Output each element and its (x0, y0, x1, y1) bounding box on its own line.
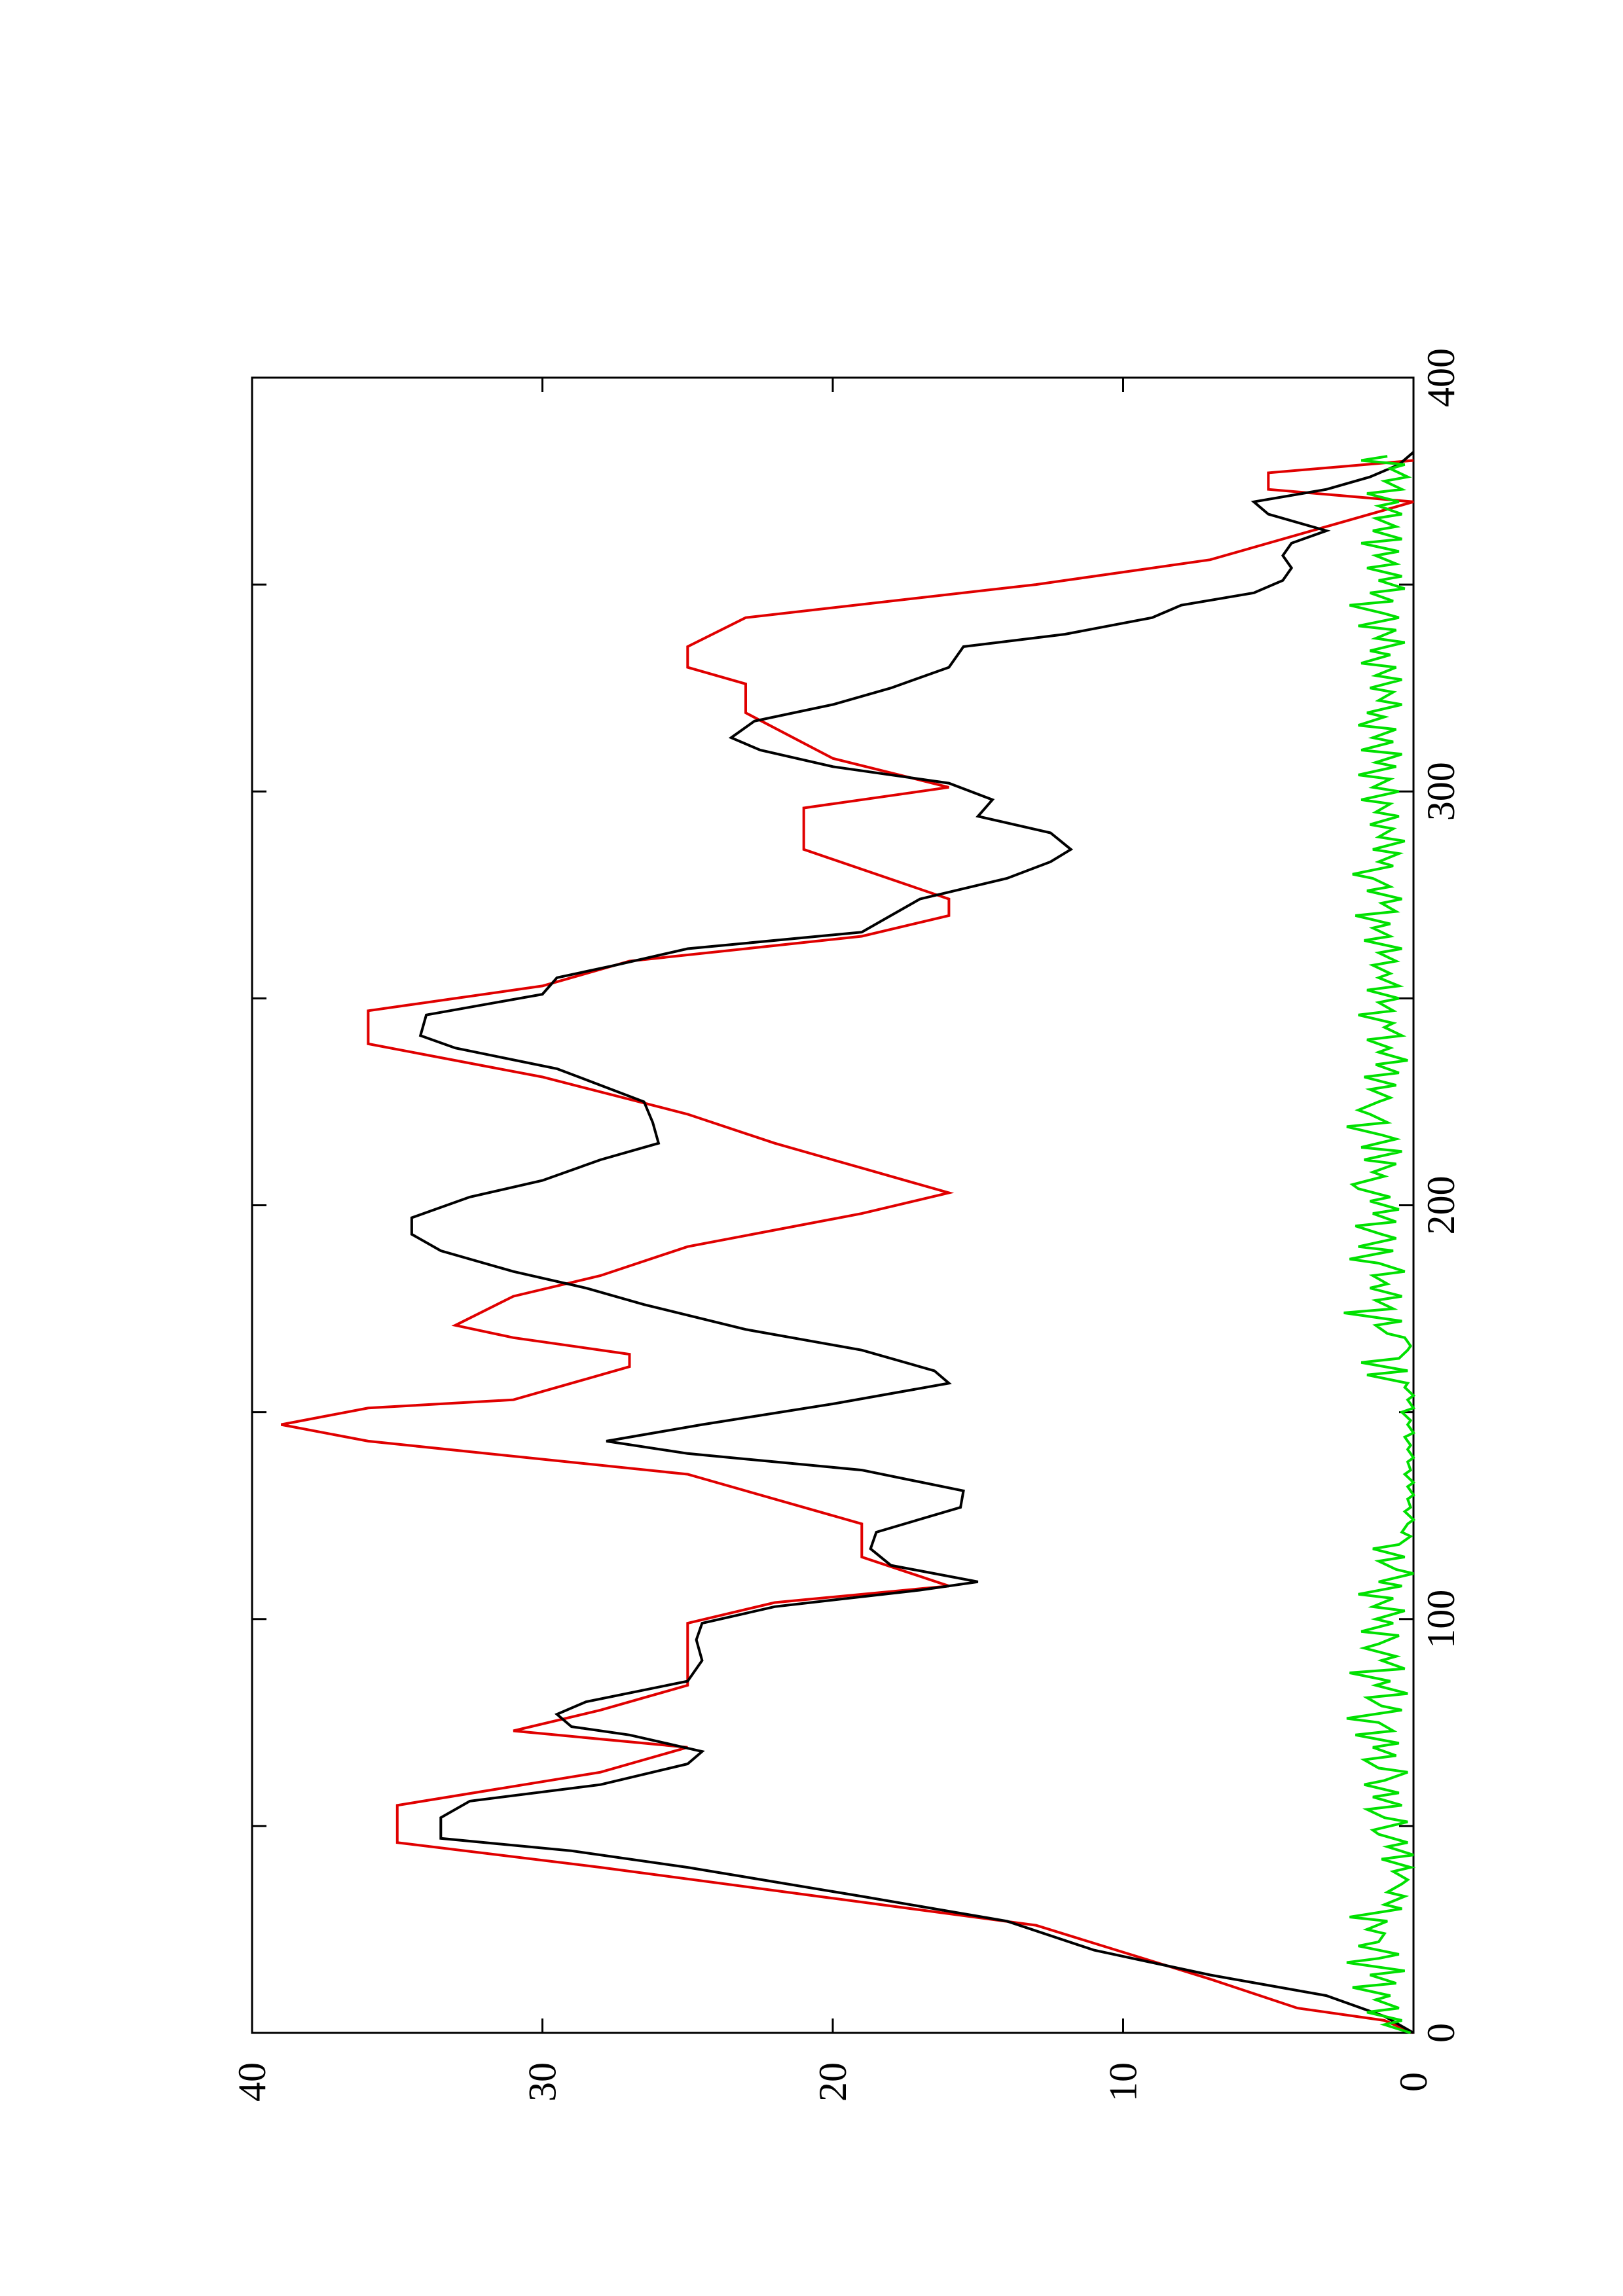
y-tick-label: 30 (521, 2062, 564, 2102)
x-tick-label: 100 (1419, 1590, 1463, 1649)
series-line-0 (281, 459, 1414, 2034)
x-tick-label: 400 (1419, 348, 1463, 407)
series-layer (281, 451, 1416, 2034)
y-tick-label: 20 (811, 2062, 854, 2102)
plot-frame (251, 376, 1415, 2034)
x-tick-label: 200 (1419, 1176, 1463, 1235)
y-tick-label: 10 (1102, 2062, 1145, 2102)
series-line-1 (410, 451, 1415, 2034)
y-tick-label: 40 (230, 2062, 274, 2102)
y-tick-label: 0 (1392, 2072, 1435, 2092)
axis-tick-labels: 0 100 200 300 400 0 10 20 30 40 (230, 348, 1463, 2102)
x-tick-label: 300 (1419, 762, 1463, 821)
x-tick-label: 0 (1419, 2023, 1463, 2043)
axis-ticks (251, 376, 1415, 2034)
series-line-2 (1343, 455, 1416, 2034)
